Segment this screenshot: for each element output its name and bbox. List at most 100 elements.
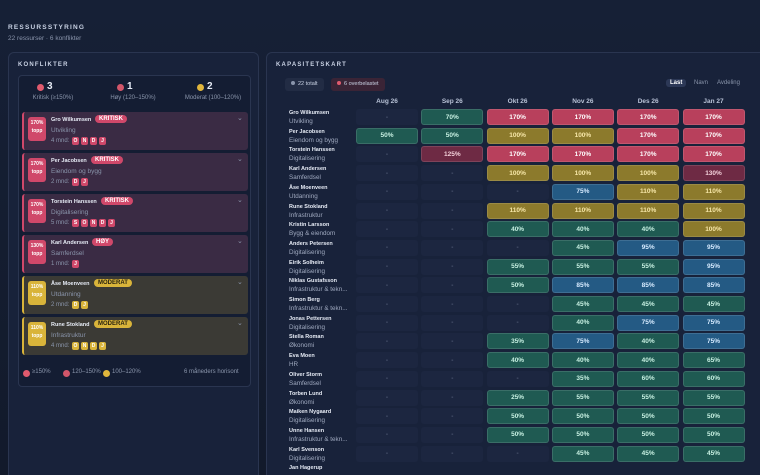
load-cell[interactable]: 45% (617, 445, 680, 462)
load-cell[interactable]: 50% (486, 426, 549, 443)
load-cell[interactable]: 170% (617, 127, 680, 144)
load-cell[interactable]: 50% (421, 127, 484, 144)
load-cell[interactable]: 35% (486, 333, 549, 350)
load-cell[interactable]: 110% (617, 183, 680, 200)
load-cell[interactable]: 100% (486, 165, 549, 182)
load-cell[interactable]: 50% (682, 408, 745, 425)
load-cell[interactable]: 50% (617, 426, 680, 443)
empty-cell: - (421, 277, 484, 294)
load-cell[interactable]: 55% (617, 389, 680, 406)
load-cell[interactable]: 60% (682, 370, 745, 387)
load-cell[interactable]: 75% (617, 314, 680, 331)
row-name: Per Jacobsen (289, 128, 325, 135)
load-cell[interactable]: 40% (551, 352, 614, 369)
filter-chip[interactable]: 6 overbelastet (331, 78, 385, 91)
load-cell[interactable]: 40% (617, 352, 680, 369)
load-cell[interactable]: 40% (617, 221, 680, 238)
load-cell[interactable]: 45% (551, 296, 614, 312)
person-name: Torstein Hanssen (51, 199, 97, 205)
load-cell[interactable]: 45% (617, 296, 680, 312)
load-cell[interactable]: 75% (551, 333, 614, 350)
sort-toggle[interactable]: Last (666, 79, 687, 87)
load-cell[interactable]: 110% (682, 202, 745, 219)
load-cell[interactable]: 100% (682, 221, 745, 238)
load-cell[interactable]: 170% (682, 109, 745, 125)
load-cell[interactable]: 125% (421, 146, 484, 163)
load-cell[interactable]: 85% (617, 277, 680, 294)
load-cell[interactable]: 95% (682, 239, 745, 256)
load-cell[interactable]: 100% (551, 165, 614, 182)
empty-cell: - (486, 239, 549, 256)
sort-toggle[interactable]: Avdeling (717, 80, 740, 86)
filter-chip[interactable]: 22 totalt (285, 78, 324, 91)
load-cell[interactable]: 55% (617, 258, 680, 275)
conflict-card[interactable]: 170% topp Gro Wilkumsen KRITISK Utvikling 4 m… (22, 112, 248, 150)
load-cell[interactable]: 170% (551, 109, 614, 125)
load-cell[interactable]: 50% (551, 408, 614, 425)
row-dept: Samferdsel (289, 379, 321, 387)
conflict-card[interactable]: 130% topp Karl Andersen HØY Samferdsel 1 mnd:… (22, 235, 248, 273)
row-name: Torstein Hanssen (289, 147, 335, 154)
month-chip: J (81, 301, 88, 309)
load-cell[interactable]: 50% (486, 408, 549, 425)
empty-cell: - (356, 333, 418, 350)
load-cell[interactable]: 55% (486, 258, 549, 275)
load-cell[interactable]: 25% (486, 389, 549, 406)
load-cell[interactable]: 45% (551, 445, 614, 462)
load-cell[interactable]: 50% (682, 426, 745, 443)
load-cell[interactable]: 40% (617, 333, 680, 350)
row-dept: Digitalisering (289, 417, 326, 425)
conflict-card[interactable]: 170% topp Per Jacobsen KRITISK Eiendom og by… (22, 153, 248, 191)
person-name: Åse Moenveen (51, 281, 90, 287)
load-cell[interactable]: 110% (617, 202, 680, 219)
load-cell[interactable]: 65% (682, 352, 745, 369)
load-cell[interactable]: 170% (682, 146, 745, 163)
load-cell[interactable]: 170% (617, 109, 680, 125)
conflict-card[interactable]: 170% topp Torstein Hanssen KRITISK Digitalis… (22, 194, 248, 232)
load-cell[interactable]: 45% (682, 296, 745, 312)
sort-toggle[interactable]: Navn (694, 80, 709, 86)
empty-cell: - (486, 445, 549, 462)
load-cell[interactable]: 75% (682, 314, 745, 331)
load-cell[interactable]: 55% (551, 258, 614, 275)
load-cell[interactable]: 75% (682, 333, 745, 350)
load-cell[interactable]: 50% (617, 408, 680, 425)
load-cell[interactable]: 170% (551, 146, 614, 163)
load-cell[interactable]: 95% (682, 258, 745, 275)
load-cell[interactable]: 40% (551, 314, 614, 331)
row-name: Eirik Solheim (289, 259, 324, 266)
load-cell[interactable]: 170% (486, 146, 549, 163)
load-cell[interactable]: 110% (682, 183, 745, 200)
load-cell[interactable]: 110% (486, 202, 549, 219)
load-cell[interactable]: 85% (682, 277, 745, 294)
load-cell[interactable]: 45% (551, 239, 614, 256)
months-label: 4 mnd: (51, 138, 70, 144)
conflict-card[interactable]: 110% topp Rune Stokland MODERAT Infrastruktu… (22, 317, 248, 355)
load-cell[interactable]: 55% (682, 389, 745, 406)
conflict-card[interactable]: 110% topp Åse Moenveen MODERAT Utdanning 2 mn… (22, 276, 248, 314)
load-cell[interactable]: 85% (551, 277, 614, 294)
load-cell[interactable]: 75% (551, 183, 614, 200)
load-cell[interactable]: 95% (617, 239, 680, 256)
person-name: Per Jacobsen (51, 158, 87, 164)
load-cell[interactable]: 170% (486, 109, 549, 125)
load-cell[interactable]: 70% (421, 109, 484, 125)
load-cell[interactable]: 100% (486, 127, 549, 144)
load-cell[interactable]: 50% (551, 426, 614, 443)
load-cell[interactable]: 40% (486, 352, 549, 369)
load-cell[interactable]: 50% (486, 277, 549, 294)
load-cell[interactable]: 40% (486, 221, 549, 238)
load-cell[interactable]: 130% (682, 165, 745, 182)
load-cell[interactable]: 100% (551, 127, 614, 144)
load-cell[interactable]: 170% (617, 146, 680, 163)
load-cell[interactable]: 45% (682, 445, 745, 462)
load-cell[interactable]: 100% (617, 165, 680, 182)
load-cell[interactable]: 50% (356, 127, 418, 144)
row-dept: Økonomi (289, 342, 315, 350)
load-cell[interactable]: 110% (551, 202, 614, 219)
load-cell[interactable]: 170% (682, 127, 745, 144)
load-cell[interactable]: 60% (617, 370, 680, 387)
load-cell[interactable]: 55% (551, 389, 614, 406)
load-cell[interactable]: 40% (551, 221, 614, 238)
load-cell[interactable]: 35% (551, 370, 614, 387)
